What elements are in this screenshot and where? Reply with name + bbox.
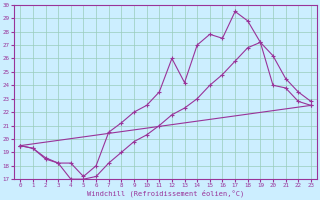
X-axis label: Windchill (Refroidissement éolien,°C): Windchill (Refroidissement éolien,°C)	[87, 190, 244, 197]
